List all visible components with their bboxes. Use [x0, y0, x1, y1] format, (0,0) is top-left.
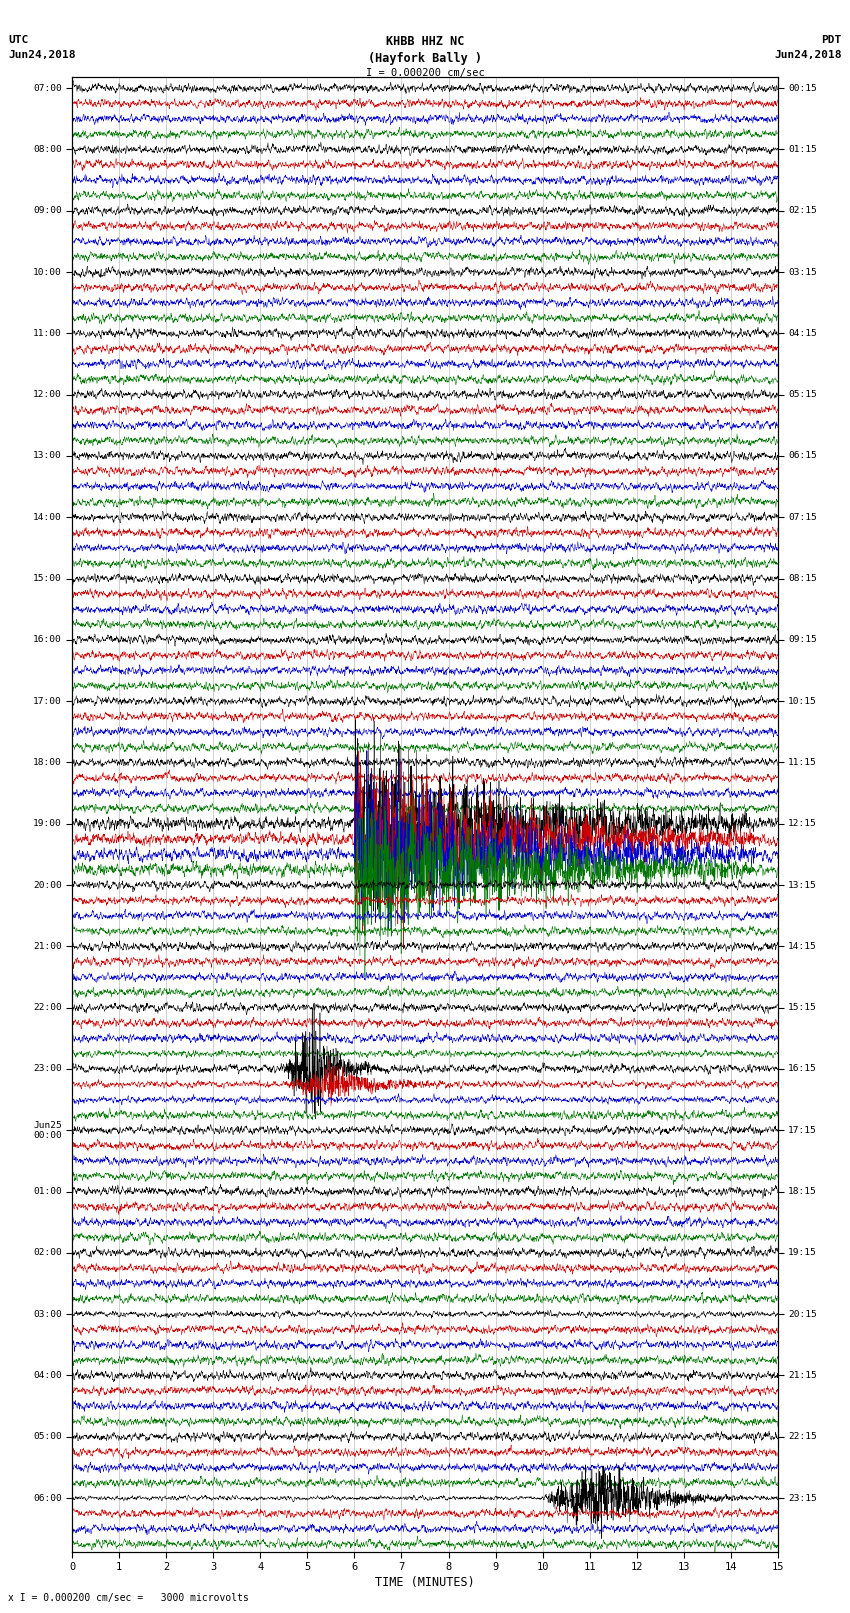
- Text: (Hayfork Bally ): (Hayfork Bally ): [368, 52, 482, 65]
- Text: Jun24,2018: Jun24,2018: [774, 50, 842, 60]
- X-axis label: TIME (MINUTES): TIME (MINUTES): [375, 1576, 475, 1589]
- Text: x I = 0.000200 cm/sec =   3000 microvolts: x I = 0.000200 cm/sec = 3000 microvolts: [8, 1594, 249, 1603]
- Text: PDT: PDT: [821, 35, 842, 45]
- Text: KHBB HHZ NC: KHBB HHZ NC: [386, 35, 464, 48]
- Text: I = 0.000200 cm/sec: I = 0.000200 cm/sec: [366, 68, 484, 77]
- Text: Jun24,2018: Jun24,2018: [8, 50, 76, 60]
- Text: UTC: UTC: [8, 35, 29, 45]
